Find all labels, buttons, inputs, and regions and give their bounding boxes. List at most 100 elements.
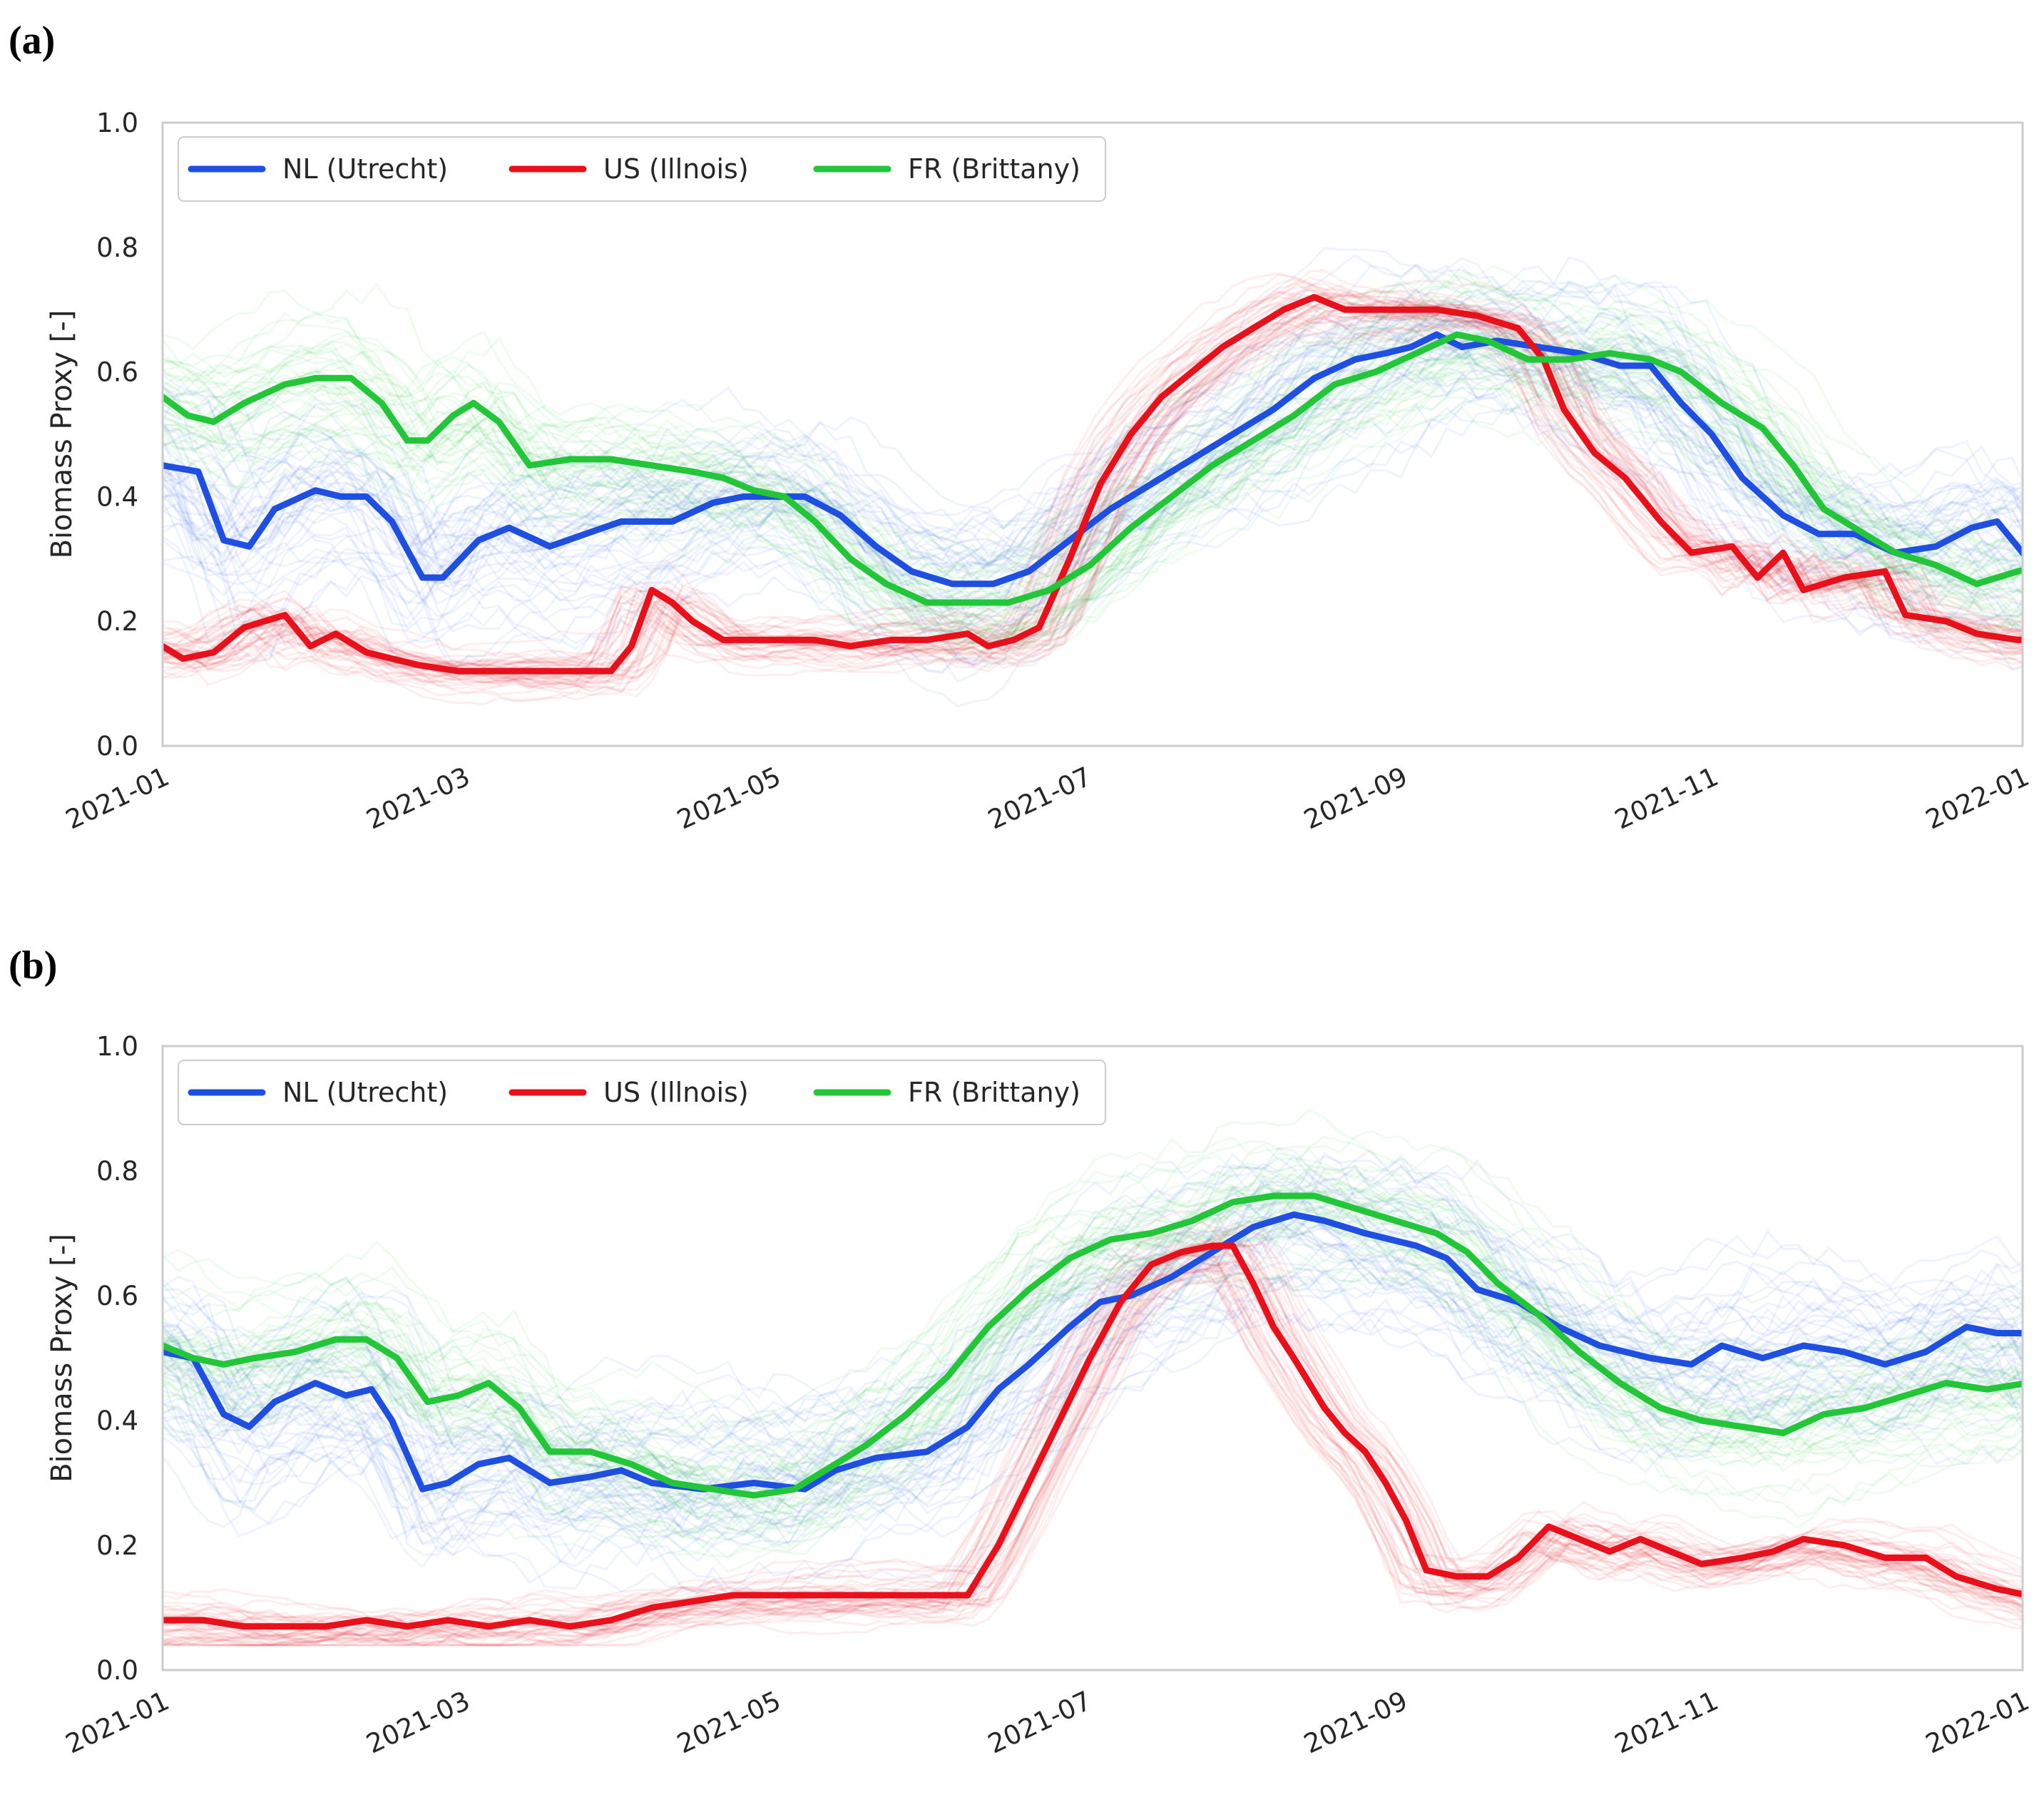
background-trace <box>163 307 2023 685</box>
background-trace <box>163 1148 2023 1495</box>
background-trace <box>163 1239 2023 1626</box>
panel-label: (b) <box>9 943 57 988</box>
background-trace <box>163 1273 2023 1522</box>
y-tick-label: 0.8 <box>96 1156 138 1187</box>
background-trace <box>163 1269 2023 1520</box>
y-tick-label: 1.0 <box>96 108 138 138</box>
background-trace <box>163 282 2023 652</box>
background-trace <box>163 1147 2023 1503</box>
legend-entry: FR (Brittany) <box>908 1077 1080 1108</box>
background-trace <box>163 312 2023 613</box>
plot-frame <box>161 121 2024 747</box>
background-trace <box>163 300 2023 574</box>
background-trace <box>163 340 2023 644</box>
background-trace <box>163 309 2023 587</box>
background-trace <box>163 348 2023 644</box>
background-trace <box>163 342 2023 608</box>
series-line-us <box>163 1242 2023 1630</box>
series-line-us <box>163 294 2023 675</box>
background-trace <box>163 1215 2023 1539</box>
background-trace <box>163 286 2023 547</box>
background-trace <box>163 1232 2023 1624</box>
y-tick-label: 0.8 <box>96 232 138 263</box>
background-trace <box>163 1108 2023 1502</box>
background-trace <box>163 1254 2023 1647</box>
background-trace <box>163 297 2023 558</box>
x-tick-label: 2021-07 <box>983 1685 1096 1759</box>
background-trace <box>163 1179 2023 1530</box>
x-tick-label: 2021-01 <box>61 1685 174 1759</box>
background-trace <box>163 1201 2023 1483</box>
background-trace <box>163 1200 2023 1515</box>
background-trace <box>163 1249 2023 1644</box>
y-axis-label: Biomass Proxy [-] <box>46 1234 78 1483</box>
background-trace <box>163 339 2023 647</box>
background-trace <box>163 1246 2023 1635</box>
background-trace <box>163 1253 2023 1647</box>
background-trace <box>163 334 2023 675</box>
background-trace <box>163 1225 2023 1538</box>
x-tick-label: 2021-11 <box>1610 1685 1723 1759</box>
series-lines <box>163 294 2023 675</box>
background-trace <box>163 1191 2023 1498</box>
y-tick-label: 0.4 <box>96 1406 138 1436</box>
y-tick-label: 0.6 <box>96 357 138 388</box>
background-trace <box>163 321 2023 655</box>
background-trace <box>163 382 2023 643</box>
y-tick-label: 0.2 <box>96 1530 138 1561</box>
background-trace <box>163 379 2023 632</box>
background-trace <box>163 1182 2023 1512</box>
background-trace <box>163 1187 2023 1507</box>
background-trace <box>163 315 2023 581</box>
legend-box <box>178 1060 1106 1125</box>
background-trace <box>163 1201 2023 1550</box>
y-tick-label: 0.0 <box>96 1655 138 1686</box>
plot-frame <box>161 1045 2024 1672</box>
background-trace <box>163 1180 2023 1484</box>
x-tick-label: 2022-01 <box>1921 761 2034 835</box>
panel-a: (a) 0.0 0.2 0.4 0.6 0.8 1.0 Biomass Proxy [-] 20… <box>9 19 2034 835</box>
background-trace <box>163 322 2023 590</box>
background-trace <box>163 287 2023 587</box>
background-trace <box>163 303 2023 576</box>
background-trace <box>163 297 2023 562</box>
background-trace <box>163 319 2023 687</box>
background-trace <box>163 344 2023 708</box>
background-trace <box>163 291 2023 687</box>
background-trace <box>163 305 2023 565</box>
background-trace <box>163 386 2023 645</box>
x-tick-label: 2021-03 <box>362 761 474 835</box>
background-trace <box>163 1136 2023 1486</box>
background-trace <box>163 1185 2023 1527</box>
background-trace <box>163 1267 2023 1647</box>
background-trace <box>163 1276 2023 1561</box>
background-trace <box>163 1248 2023 1636</box>
background-trace <box>163 1166 2023 1491</box>
background-trace <box>163 322 2023 691</box>
background-trace <box>163 1166 2023 1457</box>
background-trace <box>163 1265 2023 1510</box>
background-trace <box>163 1292 2023 1527</box>
background-trace <box>163 361 2023 666</box>
background-trace <box>163 1152 2023 1485</box>
background-trace <box>163 298 2023 598</box>
background-trace <box>163 401 2023 662</box>
background-trace <box>163 1266 2023 1647</box>
background-trace <box>163 327 2023 600</box>
background-trace <box>163 289 2023 578</box>
background-trace <box>163 352 2023 637</box>
background-trace <box>163 351 2023 632</box>
background-trace <box>163 1210 2023 1513</box>
background-trace <box>163 1165 2023 1474</box>
background-trace <box>163 313 2023 575</box>
legend-entry: US (Illnois) <box>603 1077 749 1108</box>
background-trace <box>163 1222 2023 1617</box>
background-trace <box>163 269 2023 591</box>
background-trace <box>163 1168 2023 1470</box>
background-trace <box>163 273 2023 580</box>
x-tick-label: 2021-11 <box>1610 761 1723 835</box>
y-tick-label: 0.2 <box>96 606 138 637</box>
background-trace <box>163 334 2023 625</box>
background-trace <box>163 1181 2023 1499</box>
